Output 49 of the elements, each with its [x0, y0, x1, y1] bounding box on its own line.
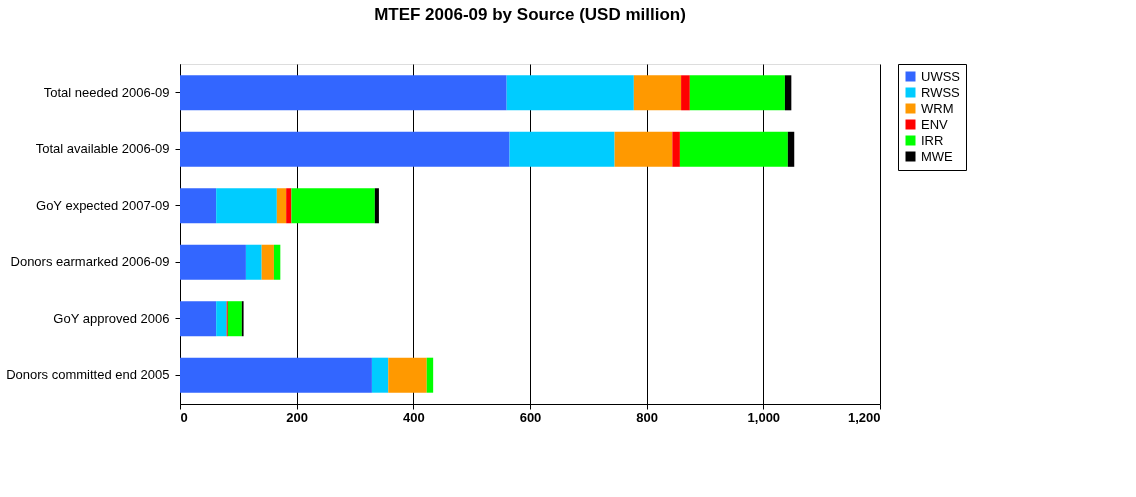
y-tick-label: Donors committed end 2005 [6, 367, 170, 383]
bar [276, 188, 287, 224]
x-tick-label: 1,000 [747, 409, 781, 425]
bar [426, 357, 434, 393]
bar [245, 244, 262, 280]
bar [681, 75, 690, 111]
bar [216, 188, 277, 224]
bar [180, 301, 217, 337]
bar [180, 188, 217, 224]
bar [180, 244, 246, 280]
legend-label: WRM [921, 100, 954, 116]
bar [388, 357, 427, 393]
y-tick-label: Total needed 2006-09 [43, 84, 170, 100]
x-tick-label: 1,200 [847, 409, 881, 425]
bar [633, 75, 682, 111]
y-tick-label: Total available 2006-09 [35, 141, 170, 157]
x-tick-label: 800 [636, 409, 659, 425]
x-tick-label: 0 [180, 409, 188, 425]
x-tick-label: 600 [519, 409, 542, 425]
bar [286, 188, 292, 224]
bar [509, 131, 615, 167]
bar [291, 188, 375, 224]
bar [506, 75, 634, 111]
x-tick-label: 200 [286, 409, 309, 425]
legend-label: IRR [921, 132, 944, 148]
bar [180, 75, 507, 111]
legend-label: UWSS [921, 68, 961, 84]
bar [679, 131, 788, 167]
bar [180, 131, 510, 167]
y-tick-label: GoY approved 2006 [53, 310, 170, 326]
y-tick-label: Donors earmarked 2006-09 [10, 254, 170, 270]
bar [273, 244, 281, 280]
bar [180, 357, 372, 393]
bar [216, 301, 227, 337]
bar [371, 357, 389, 393]
bar [784, 75, 792, 111]
bar [614, 131, 673, 167]
legend-label: ENV [921, 116, 949, 132]
y-tick-label: GoY expected 2007-09 [36, 197, 170, 213]
bar [787, 131, 795, 167]
bar [374, 188, 379, 224]
bar [261, 244, 274, 280]
x-tick-label: 400 [402, 409, 425, 425]
legend-label: MWE [921, 148, 954, 164]
chart-title: MTEF 2006-09 by Source (USD million) [374, 4, 686, 24]
legend-label: RWSS [921, 84, 961, 100]
bar [227, 301, 242, 337]
bar [672, 131, 680, 167]
bar [689, 75, 785, 111]
